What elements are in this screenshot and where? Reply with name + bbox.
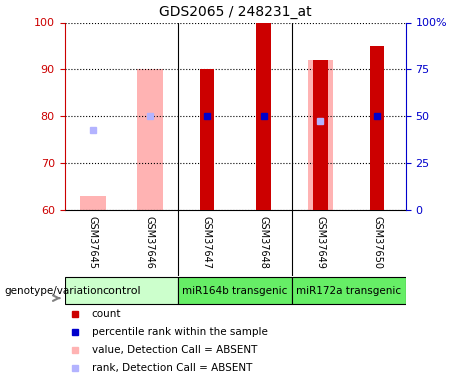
Text: GSM37647: GSM37647 — [201, 216, 212, 269]
Text: GSM37650: GSM37650 — [372, 216, 382, 269]
Text: count: count — [92, 309, 121, 319]
Text: percentile rank within the sample: percentile rank within the sample — [92, 327, 268, 337]
Bar — [256, 22, 271, 210]
Text: genotype/variation: genotype/variation — [5, 286, 104, 296]
Text: GSM37649: GSM37649 — [315, 216, 325, 269]
Bar — [80, 196, 106, 210]
Text: miR164b transgenic: miR164b transgenic — [183, 286, 288, 296]
Bar — [307, 60, 333, 210]
Bar — [313, 60, 327, 210]
Text: GSM37646: GSM37646 — [145, 216, 155, 269]
Text: control: control — [102, 286, 141, 296]
Bar — [137, 69, 163, 210]
Title: GDS2065 / 248231_at: GDS2065 / 248231_at — [159, 5, 312, 19]
Text: value, Detection Call = ABSENT: value, Detection Call = ABSENT — [92, 345, 257, 355]
Text: GSM37645: GSM37645 — [88, 216, 98, 269]
Text: rank, Detection Call = ABSENT: rank, Detection Call = ABSENT — [92, 363, 252, 373]
Bar — [370, 46, 384, 210]
Bar — [178, 277, 292, 304]
Bar — [292, 277, 406, 304]
Bar — [65, 277, 178, 304]
Bar — [200, 69, 214, 210]
Text: miR172a transgenic: miR172a transgenic — [296, 286, 402, 296]
Text: GSM37648: GSM37648 — [259, 216, 269, 269]
